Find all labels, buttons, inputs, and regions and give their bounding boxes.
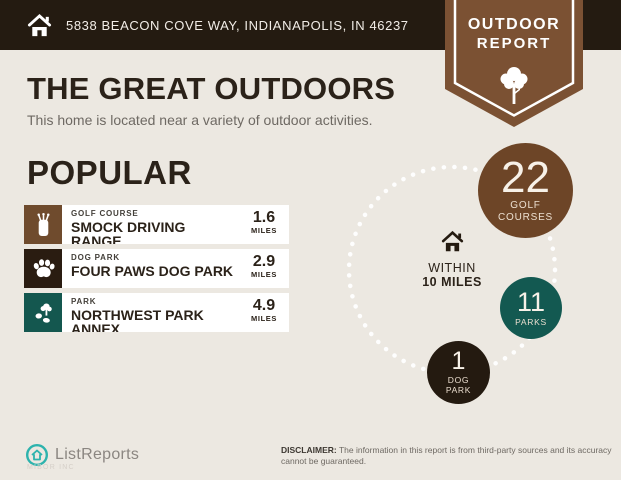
stat-bubble-parks: 11 PARKS <box>500 277 562 339</box>
popular-list: GOLF COURSE SMOCK DRIVING RANGE 1.6 MILE… <box>24 205 289 337</box>
listreports-house-icon <box>25 443 49 467</box>
item-name: NORTHWEST PARK ANNEX <box>71 307 204 332</box>
tree-icon <box>500 67 528 104</box>
parks-count: 11 <box>516 286 546 317</box>
house-icon <box>27 13 52 36</box>
item-distance: 1.6 MILES <box>251 209 277 236</box>
miles-label: 10 MILES <box>422 275 482 289</box>
within-label: WITHIN <box>428 261 476 275</box>
dog-park-count: 1 <box>451 347 466 375</box>
badge-title-line1: OUTDOOR <box>467 16 561 33</box>
golf-courses-count: 22 <box>501 152 550 202</box>
listreports-logo: ListReports <box>25 443 139 467</box>
item-distance: 2.9 MILES <box>251 253 277 280</box>
paw-icon <box>24 249 62 288</box>
radius-center-label: WITHIN 10 MILES <box>407 230 497 289</box>
park-tree-icon <box>24 293 62 332</box>
watermark-text: MIBOR INC <box>27 464 75 471</box>
stat-bubble-dog-park: 1 DOG PARK <box>427 341 490 404</box>
item-name: SMOCK DRIVING RANGE <box>71 219 186 244</box>
list-item-golf-course: GOLF COURSE SMOCK DRIVING RANGE 1.6 MILE… <box>24 205 289 244</box>
page-subtitle: This home is located near a variety of o… <box>27 112 373 128</box>
stat-bubble-golf-courses: 22 GOLF COURSES <box>478 143 573 238</box>
page-title: THE GREAT OUTDOORS <box>27 71 396 106</box>
item-category: GOLF COURSE <box>71 209 139 218</box>
property-address: 5838 BEACON COVE WAY, INDIANAPOLIS, IN 4… <box>66 17 409 33</box>
item-category: PARK <box>71 297 97 306</box>
item-distance: 4.9 MILES <box>251 297 277 324</box>
house-icon <box>441 230 463 252</box>
popular-heading: POPULAR <box>27 154 192 191</box>
disclaimer-text: DISCLAIMER: The information in this repo… <box>281 445 612 466</box>
list-item-park: PARK NORTHWEST PARK ANNEX 4.9 MILES <box>24 293 289 332</box>
radius-dotted-ring <box>346 164 558 376</box>
badge-title-line2: REPORT <box>476 35 552 52</box>
badge-pennant-shape <box>445 0 583 127</box>
item-name: FOUR PAWS DOG PARK <box>71 263 234 279</box>
outdoor-report-badge: OUTDOOR REPORT <box>445 0 583 129</box>
golf-bag-icon <box>24 205 62 244</box>
listreports-wordmark: ListReports <box>55 446 140 463</box>
list-item-dog-park: DOG PARK FOUR PAWS DOG PARK 2.9 MILES <box>24 249 289 288</box>
item-category: DOG PARK <box>71 253 120 262</box>
